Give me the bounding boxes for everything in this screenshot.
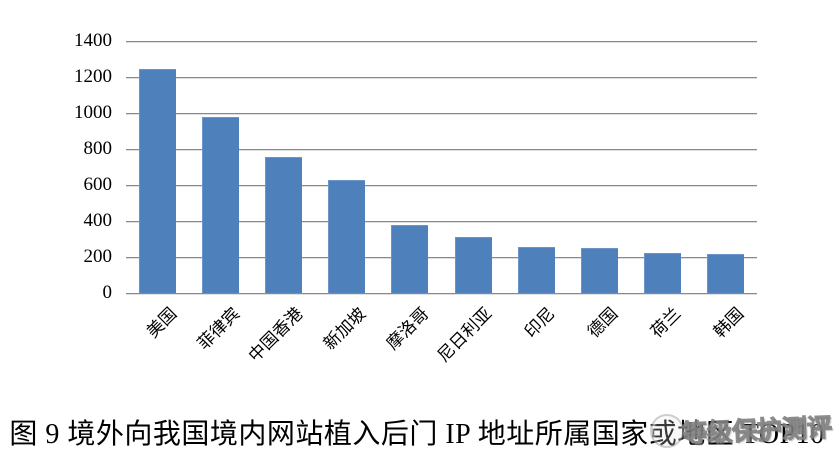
x-tick-label: 新加坡: [319, 304, 370, 354]
x-tick-label: 德国: [584, 304, 622, 342]
figure-caption: 图 9 境外向我国境内网站植入后门 IP 地址所属国家或地区 TOP10: [9, 419, 825, 450]
x-tick-label: 荷兰: [647, 304, 685, 342]
y-tick-label: 800: [83, 138, 113, 159]
y-tick-label: 600: [83, 174, 113, 195]
bar: [139, 69, 177, 293]
plot-area: [126, 41, 757, 294]
gridline: [126, 113, 757, 114]
x-tick-label: 菲律宾: [193, 304, 244, 354]
bar: [265, 157, 303, 293]
y-tick-label: 200: [83, 246, 113, 267]
gridline: [126, 149, 757, 150]
x-tick-label: 韩国: [710, 304, 748, 342]
bar: [202, 117, 240, 293]
y-tick-label: 0: [102, 282, 113, 303]
x-tick-label: 尼日利亚: [433, 304, 496, 366]
gridline: [126, 221, 757, 222]
bar: [391, 225, 429, 293]
y-axis: 0 200 400 600 800 1000 1200 1400: [0, 30, 113, 303]
y-tick-label: 1200: [74, 66, 112, 87]
bar: [328, 180, 366, 293]
bar: [580, 248, 618, 293]
y-tick-label: 1000: [74, 102, 112, 123]
bar: [454, 237, 492, 293]
gridline: [126, 185, 757, 186]
x-tick-label: 印尼: [521, 304, 559, 342]
x-tick-label: 摩洛哥: [382, 304, 433, 354]
x-tick-label: 中国香港: [244, 304, 307, 366]
x-axis: 美国 菲律宾 中国香港 新加坡 摩洛哥 尼日利亚 印尼 德国 荷兰 韩国: [126, 294, 757, 414]
y-tick-label: 400: [83, 210, 113, 231]
bar: [517, 247, 555, 293]
gridline: [126, 293, 757, 294]
gridline: [126, 77, 757, 78]
bar: [643, 253, 681, 293]
y-tick-label: 1400: [74, 30, 112, 51]
gridline: [126, 41, 757, 42]
gridline: [126, 257, 757, 258]
bar: [706, 254, 744, 293]
x-tick-label: 美国: [142, 304, 180, 342]
